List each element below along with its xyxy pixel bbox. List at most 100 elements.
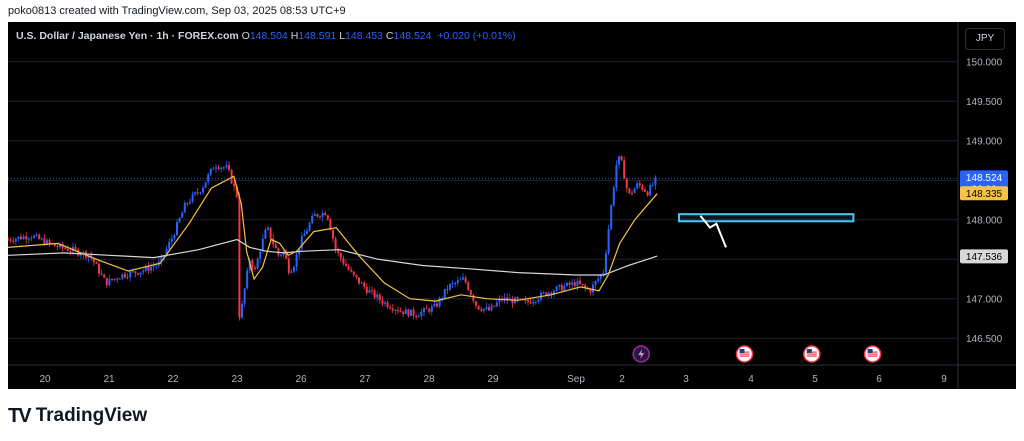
candle-body xyxy=(254,267,256,270)
candle-body xyxy=(391,308,394,311)
candle-body xyxy=(212,168,215,170)
candle-body xyxy=(14,238,17,242)
time-tick-label: 5 xyxy=(812,374,818,385)
candle-body xyxy=(566,282,568,287)
candle-body xyxy=(139,272,142,275)
candle-body xyxy=(316,214,319,217)
candle-body xyxy=(428,309,431,312)
time-axis: 20 21 22 23 26 27 28 29 Sep 2 3 4 5 6 9 xyxy=(39,374,947,385)
fast-moving-average xyxy=(8,175,658,302)
candle-body xyxy=(631,192,633,194)
chart-frame[interactable]: U.S. Dollar / Japanese Yen · 1h · FOREX.… xyxy=(8,22,1016,389)
candle-body xyxy=(95,262,98,264)
currency-badge[interactable]: JPY xyxy=(965,28,1005,50)
price-label-value: 147.536 xyxy=(966,252,1003,263)
candle-body xyxy=(228,165,230,170)
candle-body xyxy=(215,167,217,169)
candle-body xyxy=(308,223,311,231)
candle-body xyxy=(612,187,615,206)
candle-body xyxy=(134,271,137,274)
candle-body xyxy=(537,299,540,302)
candle-body xyxy=(524,299,527,301)
slow-moving-average xyxy=(8,238,658,276)
candle-body xyxy=(147,266,150,271)
candle-body xyxy=(602,272,605,275)
candle-body xyxy=(178,217,181,223)
candle-body xyxy=(475,301,477,306)
candle-body xyxy=(462,277,464,280)
low-value: 148.453 xyxy=(345,30,383,42)
candle-body xyxy=(490,305,493,311)
open-label: O xyxy=(241,30,250,42)
candle-body xyxy=(269,227,272,239)
candle-body xyxy=(529,302,532,304)
candle-body xyxy=(303,234,306,237)
candle-body xyxy=(267,227,269,230)
candle-body xyxy=(553,290,555,295)
candle-body xyxy=(542,292,545,294)
price-chart[interactable]: 150.000149.500149.000148.500148.000147.5… xyxy=(8,22,1016,389)
us-flag-stripe xyxy=(867,353,878,355)
candle-body xyxy=(610,205,613,229)
candle-body xyxy=(194,192,197,195)
candle-body xyxy=(485,307,488,309)
candle-body xyxy=(472,295,475,302)
credit-text: poko0813 created with TradingView.com, S… xyxy=(8,5,346,17)
candle-body xyxy=(293,266,295,272)
lightning-icon-bolt xyxy=(638,349,645,359)
candle-body xyxy=(386,302,389,308)
candle-body xyxy=(311,215,314,224)
candle-body xyxy=(342,258,345,264)
candle-body xyxy=(399,311,402,313)
candle-body xyxy=(644,189,646,192)
us-flag-stripe xyxy=(806,355,817,357)
candle-body xyxy=(404,309,407,314)
candle-body xyxy=(430,306,433,312)
price-tick-label: 146.500 xyxy=(966,334,1003,345)
candle-body xyxy=(238,197,241,318)
candle-body xyxy=(22,236,25,240)
candle-body xyxy=(17,236,20,239)
candle-body xyxy=(191,194,194,202)
candle-body xyxy=(350,269,353,272)
candle-body xyxy=(628,188,631,193)
candle-body xyxy=(352,271,355,275)
candle-body xyxy=(300,236,303,249)
candle-body xyxy=(589,289,592,293)
candle-body xyxy=(181,212,184,218)
candle-body xyxy=(98,263,100,274)
candle-body xyxy=(469,290,472,296)
us-flag-icon xyxy=(803,345,821,363)
candle-body xyxy=(290,271,293,273)
candle-body xyxy=(456,280,459,283)
candle-body xyxy=(100,273,103,275)
candle-body xyxy=(209,168,212,175)
lightning-icon xyxy=(632,345,650,363)
candle-body xyxy=(480,309,483,311)
moving-averages xyxy=(8,175,658,302)
close-value: 148.524 xyxy=(393,30,432,42)
candle-body xyxy=(111,278,113,280)
candle-body xyxy=(376,294,379,298)
price-label-box xyxy=(960,186,1008,201)
candle-body xyxy=(207,174,210,183)
change-value: +0.020 (+0.01%) xyxy=(437,30,516,42)
candle-body xyxy=(186,203,189,205)
candle-body xyxy=(241,303,243,318)
candle-body xyxy=(324,212,327,216)
time-tick-label: 9 xyxy=(941,374,947,385)
candle-body xyxy=(365,286,368,293)
candle-body xyxy=(641,185,644,190)
top-bar: poko0813 created with TradingView.com, S… xyxy=(0,0,1024,22)
candle-body xyxy=(160,257,163,262)
candle-body xyxy=(306,230,308,235)
candle-body xyxy=(493,305,496,307)
candle-body xyxy=(423,308,425,312)
candle-body xyxy=(368,290,371,293)
candle-body xyxy=(92,257,95,263)
candle-body xyxy=(38,234,41,239)
candle-body xyxy=(646,191,649,196)
candle-body xyxy=(82,251,85,255)
candle-body xyxy=(108,278,111,286)
candle-body xyxy=(217,167,220,170)
